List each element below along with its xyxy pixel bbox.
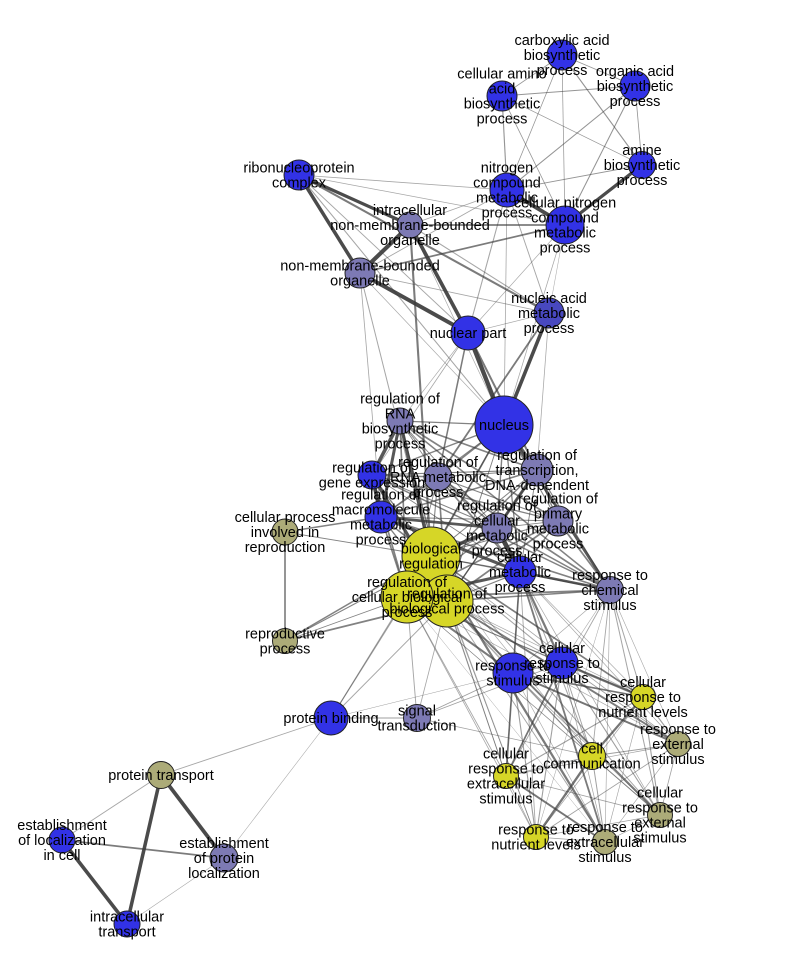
svg-text:primary: primary	[534, 507, 583, 523]
svg-text:biosynthetic: biosynthetic	[464, 97, 541, 113]
svg-text:cellular biological: cellular biological	[352, 590, 462, 606]
svg-text:process: process	[477, 112, 528, 128]
svg-text:regulation of: regulation of	[497, 448, 578, 464]
svg-text:response to: response to	[468, 762, 544, 778]
svg-text:process: process	[495, 580, 546, 596]
svg-text:regulation of: regulation of	[398, 455, 479, 471]
svg-text:biosynthetic: biosynthetic	[524, 48, 601, 64]
svg-text:involved in: involved in	[251, 525, 320, 541]
svg-text:intracellular: intracellular	[90, 910, 164, 926]
svg-text:organelle: organelle	[380, 233, 440, 249]
svg-text:transduction: transduction	[378, 719, 457, 735]
svg-text:metabolic: metabolic	[489, 565, 551, 581]
svg-text:cellular process: cellular process	[235, 510, 336, 526]
svg-text:metabolic: metabolic	[518, 306, 580, 322]
svg-text:protein binding: protein binding	[283, 711, 378, 727]
svg-text:communication: communication	[543, 757, 641, 773]
svg-text:acid: acid	[489, 82, 516, 98]
svg-text:regulation of: regulation of	[360, 392, 441, 408]
svg-text:cellular nitrogen: cellular nitrogen	[514, 196, 616, 212]
svg-text:transport: transport	[98, 925, 155, 941]
svg-text:biosynthetic: biosynthetic	[597, 79, 674, 95]
svg-text:regulation of: regulation of	[341, 488, 422, 504]
svg-text:biosynthetic: biosynthetic	[604, 158, 681, 174]
svg-text:response to: response to	[605, 690, 681, 706]
svg-text:response to: response to	[622, 801, 698, 817]
svg-text:nuclear part: nuclear part	[430, 326, 507, 342]
svg-text:stimulus: stimulus	[583, 598, 636, 614]
svg-text:process: process	[540, 241, 591, 257]
svg-text:cellular amino: cellular amino	[457, 67, 546, 83]
svg-text:process: process	[375, 437, 426, 453]
svg-text:signal: signal	[398, 704, 436, 720]
svg-text:cellular: cellular	[539, 641, 585, 657]
svg-text:complex: complex	[272, 176, 327, 192]
svg-text:extracellular: extracellular	[566, 835, 644, 851]
svg-text:process: process	[524, 321, 575, 337]
svg-text:response to: response to	[498, 823, 574, 839]
svg-text:response to: response to	[640, 722, 716, 738]
svg-text:metabolic: metabolic	[534, 226, 596, 242]
svg-text:intracellular: intracellular	[373, 203, 447, 219]
svg-text:establishment: establishment	[17, 818, 106, 834]
svg-text:cellular: cellular	[620, 675, 666, 691]
svg-text:stimulus: stimulus	[479, 792, 532, 808]
svg-text:macromolecule: macromolecule	[332, 503, 430, 519]
svg-text:non-membrane-bounded: non-membrane-bounded	[330, 218, 490, 234]
svg-text:regulation: regulation	[399, 557, 463, 573]
svg-text:chemical: chemical	[581, 583, 638, 599]
svg-text:biological: biological	[401, 542, 461, 558]
svg-text:carboxylic acid: carboxylic acid	[514, 33, 609, 49]
svg-text:regulation of: regulation of	[367, 575, 448, 591]
svg-text:ribonucleoprotein: ribonucleoprotein	[243, 161, 354, 177]
svg-text:regulation of: regulation of	[457, 499, 538, 515]
svg-text:stimulus: stimulus	[578, 850, 631, 866]
svg-text:RNA: RNA	[385, 407, 416, 423]
svg-text:process: process	[382, 605, 433, 621]
svg-text:process: process	[356, 533, 407, 549]
svg-text:RNA metabolic: RNA metabolic	[390, 470, 486, 486]
svg-text:of localization: of localization	[18, 833, 106, 849]
svg-text:establishment: establishment	[179, 836, 268, 852]
svg-text:in cell: in cell	[43, 848, 80, 864]
svg-text:organic acid: organic acid	[596, 64, 674, 80]
svg-text:extracellular: extracellular	[467, 777, 545, 793]
svg-text:metabolic: metabolic	[350, 518, 412, 534]
svg-text:metabolic: metabolic	[527, 522, 589, 538]
svg-text:response to: response to	[567, 820, 643, 836]
svg-text:nutrient levels: nutrient levels	[598, 705, 687, 721]
svg-text:reproduction: reproduction	[245, 540, 326, 556]
svg-text:nucleus: nucleus	[479, 418, 529, 434]
svg-text:metabolic: metabolic	[466, 529, 528, 545]
svg-text:cell: cell	[581, 742, 603, 758]
svg-text:protein transport: protein transport	[108, 768, 214, 784]
svg-text:stimulus: stimulus	[651, 752, 704, 768]
svg-text:non-membrane-bounded: non-membrane-bounded	[280, 259, 440, 275]
svg-text:process: process	[610, 94, 661, 110]
svg-text:compound: compound	[473, 176, 541, 192]
svg-text:response to: response to	[572, 568, 648, 584]
svg-text:stimulus: stimulus	[486, 674, 539, 690]
svg-text:biosynthetic: biosynthetic	[362, 422, 439, 438]
svg-text:external: external	[652, 737, 704, 753]
svg-text:of protein: of protein	[194, 851, 254, 867]
svg-text:process: process	[260, 642, 311, 658]
svg-text:cellular: cellular	[474, 514, 520, 530]
svg-text:response to: response to	[524, 656, 600, 672]
svg-text:cellular: cellular	[637, 786, 683, 802]
svg-text:compound: compound	[531, 211, 599, 227]
svg-text:stimulus: stimulus	[535, 671, 588, 687]
svg-text:nucleic acid: nucleic acid	[511, 291, 587, 307]
svg-text:localization: localization	[188, 866, 260, 882]
svg-text:cellular: cellular	[497, 550, 543, 566]
svg-text:amine: amine	[622, 143, 662, 159]
svg-text:reproductive: reproductive	[245, 627, 325, 643]
svg-text:process: process	[617, 173, 668, 189]
svg-text:nitrogen: nitrogen	[481, 161, 533, 177]
svg-text:cellular: cellular	[483, 747, 529, 763]
svg-text:organelle: organelle	[330, 274, 390, 290]
svg-text:transcription,: transcription,	[495, 463, 578, 479]
